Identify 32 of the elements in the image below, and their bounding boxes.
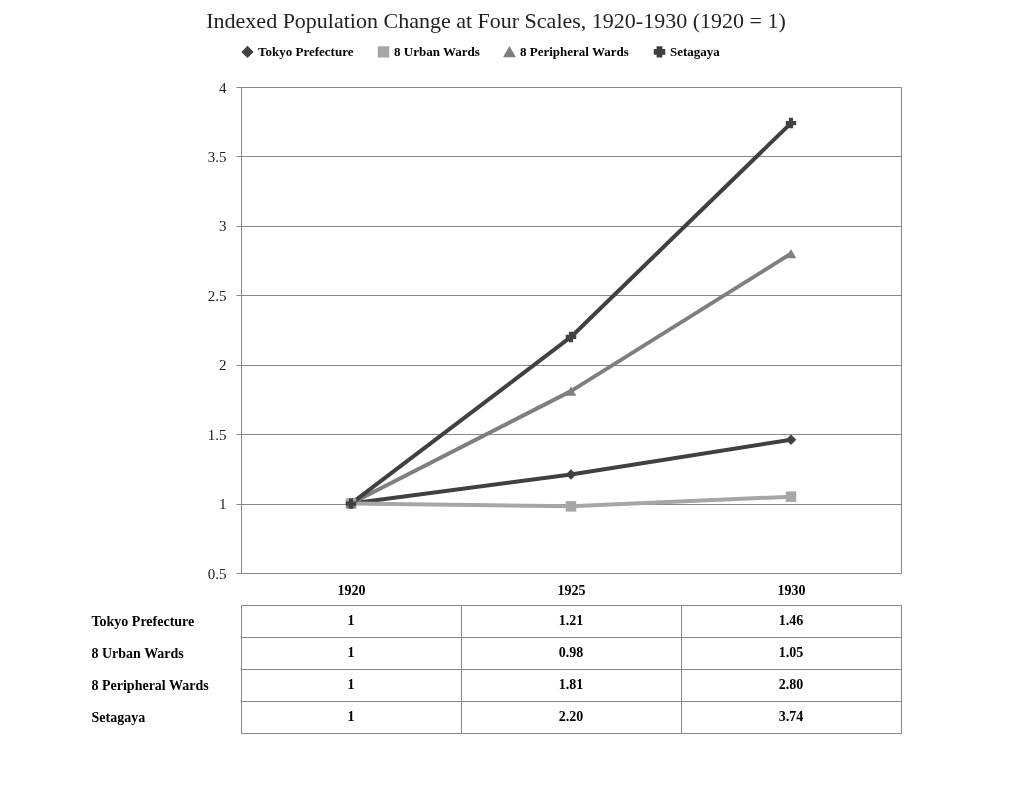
data-label: 1 — [347, 677, 355, 692]
legend-label: Setagaya — [670, 43, 721, 59]
legend-label: 8 Urban Wards — [394, 43, 480, 59]
y-tick-label: 4 — [219, 79, 227, 96]
x-tick-label: 1930 — [777, 582, 806, 598]
x-tick-label: 1925 — [557, 582, 586, 598]
text: Setagaya — [91, 709, 146, 725]
legend-label: 8 Peripheral Wards — [520, 44, 629, 60]
data-label: 1 — [347, 709, 355, 724]
data-label: 0.98 — [558, 645, 584, 660]
legend-label: Tokyo Prefecture — [258, 43, 354, 59]
y-tick-label: 3 — [219, 218, 227, 235]
y-tick-label: 3.5 — [207, 148, 227, 165]
text: Tokyo Prefecture — [91, 613, 195, 629]
data-label: 1.81 — [558, 677, 584, 692]
x-tick-label: 1920 — [337, 582, 366, 598]
y-tick-label: 1.5 — [207, 426, 227, 443]
text: 8 Peripheral Wards — [91, 677, 209, 693]
data-label: 1 — [347, 613, 355, 628]
chart-title: Indexed Population Change at Four Scales, 1920-1930 (1920 = 1) — [206, 8, 786, 33]
data-label: 1.05 — [778, 645, 804, 660]
data-label: 2.80 — [778, 677, 804, 692]
y-tick-label: 0.5 — [207, 565, 227, 582]
data-label: 2.20 — [558, 709, 584, 724]
data-label: 1 — [347, 645, 355, 660]
data-label: 1.46 — [778, 613, 804, 628]
y-tick-label: 1 — [219, 496, 227, 513]
y-tick-label: 2.5 — [207, 287, 227, 304]
y-tick-label: 2 — [219, 357, 227, 374]
text: 8 Urban Wards — [91, 645, 184, 661]
data-label: 3.74 — [778, 709, 804, 724]
data-label: 1.21 — [558, 613, 584, 628]
